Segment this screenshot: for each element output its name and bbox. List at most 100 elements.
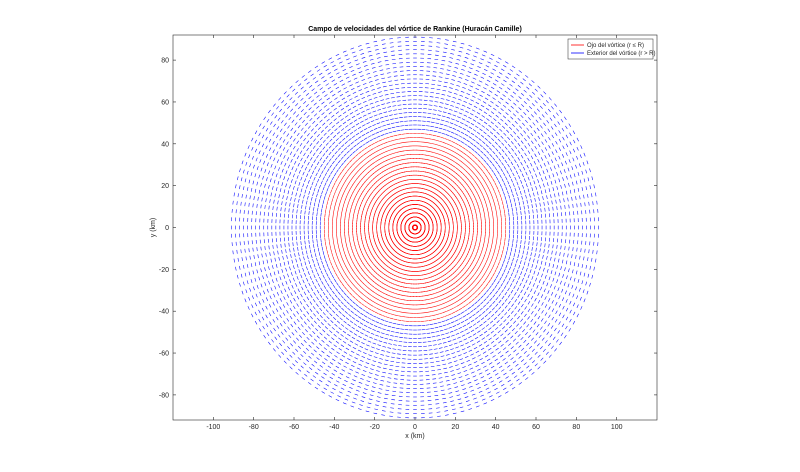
vector-arrow	[560, 170, 562, 175]
vector-arrow	[488, 114, 492, 118]
vector-arrow	[373, 155, 378, 159]
vector-arrow	[380, 300, 384, 303]
vector-arrow	[545, 100, 549, 104]
vector-arrow	[483, 111, 488, 115]
vector-arrow	[487, 61, 491, 64]
vector-arrow	[507, 72, 511, 76]
vector-arrow	[452, 155, 457, 159]
vector-arrow	[471, 109, 476, 112]
vector-arrow	[386, 149, 390, 152]
vector-arrow	[561, 127, 565, 132]
vector-arrow	[474, 150, 478, 154]
vector-arrow	[397, 151, 401, 153]
vector-arrow	[450, 159, 455, 162]
vector-arrow	[558, 155, 561, 160]
vector-arrow	[446, 300, 450, 303]
vector-arrow	[344, 165, 347, 169]
vector-arrow	[490, 111, 495, 114]
vector-arrow	[483, 87, 487, 90]
vector-arrow	[444, 305, 449, 308]
vector-arrow	[466, 130, 471, 133]
vector-arrow	[428, 138, 432, 140]
vector-arrow	[340, 274, 344, 278]
vector-arrow	[488, 76, 493, 79]
vector-arrow	[527, 150, 531, 154]
vector-arrow	[515, 99, 519, 103]
vector-arrow	[469, 295, 473, 298]
vector-arrow	[352, 189, 356, 193]
vector-arrow	[512, 172, 515, 177]
vector-arrow	[487, 134, 491, 138]
vector-arrow	[363, 174, 367, 178]
vector-arrow	[568, 159, 571, 163]
vector-arrow	[374, 311, 379, 314]
vector-arrow	[381, 156, 386, 159]
vector-arrow	[437, 157, 441, 160]
vector-arrow	[441, 298, 446, 301]
vector-arrow	[479, 278, 482, 282]
vector-arrow	[547, 201, 549, 206]
vector-arrow	[494, 247, 496, 252]
vector-arrow	[510, 134, 514, 138]
vector-arrow	[352, 167, 356, 172]
vector-arrow	[429, 151, 433, 153]
vector-arrow	[391, 156, 396, 159]
vector-arrow	[399, 307, 404, 309]
vector-arrow	[426, 303, 430, 305]
vector-arrow	[476, 259, 479, 264]
vector-arrow	[455, 133, 459, 136]
vector-arrow	[474, 270, 478, 274]
vector-arrow	[501, 83, 505, 86]
vector-arrow	[473, 105, 478, 108]
vector-arrow	[373, 146, 377, 149]
vector-arrow	[503, 104, 507, 108]
vector-arrow	[505, 112, 509, 116]
vector-arrow	[517, 150, 521, 154]
vector-arrow	[537, 85, 541, 89]
vector-arrow	[501, 178, 504, 182]
vector-arrow	[497, 189, 500, 194]
vector-arrow	[488, 270, 492, 275]
vector-arrow	[474, 262, 478, 266]
vector-arrow	[498, 72, 503, 75]
vector-arrow	[340, 177, 344, 181]
vector-arrow	[503, 241, 505, 246]
vector-arrow	[537, 179, 540, 183]
vector-arrow	[585, 186, 587, 190]
vector-arrow	[485, 260, 488, 264]
vector-arrow	[331, 265, 334, 270]
vector-arrow	[577, 172, 580, 176]
vector-arrow	[333, 269, 336, 273]
vector-arrow	[456, 162, 460, 166]
vector-arrow	[335, 178, 338, 183]
vector-arrow	[498, 248, 500, 253]
vector-arrow	[378, 157, 383, 160]
vector-arrow	[360, 297, 364, 301]
vector-arrow	[330, 189, 333, 194]
vector-arrow	[562, 177, 564, 181]
vector-arrow	[536, 166, 539, 171]
vector-arrow	[380, 161, 385, 164]
vector-arrow	[477, 122, 481, 125]
vector-arrow	[496, 252, 499, 257]
vector-arrow	[474, 115, 479, 119]
vector-arrow	[511, 123, 515, 127]
vector-arrow	[508, 150, 511, 155]
vector-arrow	[351, 259, 354, 264]
vector-arrow	[511, 154, 514, 159]
vector-arrow	[476, 112, 481, 115]
vector-arrow	[467, 178, 471, 183]
vector-arrow	[357, 295, 361, 298]
vector-arrow	[483, 179, 486, 184]
vector-arrow	[339, 261, 342, 266]
vector-arrow	[478, 178, 481, 183]
vector-arrow	[347, 283, 350, 287]
vector-arrow	[398, 138, 402, 140]
vector-arrow	[495, 154, 499, 158]
vector-arrow	[510, 189, 513, 193]
vector-arrow	[512, 91, 517, 95]
vector-arrow	[466, 291, 470, 295]
vector-arrow	[531, 175, 534, 179]
vector-arrow	[518, 70, 522, 73]
vector-arrow	[573, 139, 576, 144]
